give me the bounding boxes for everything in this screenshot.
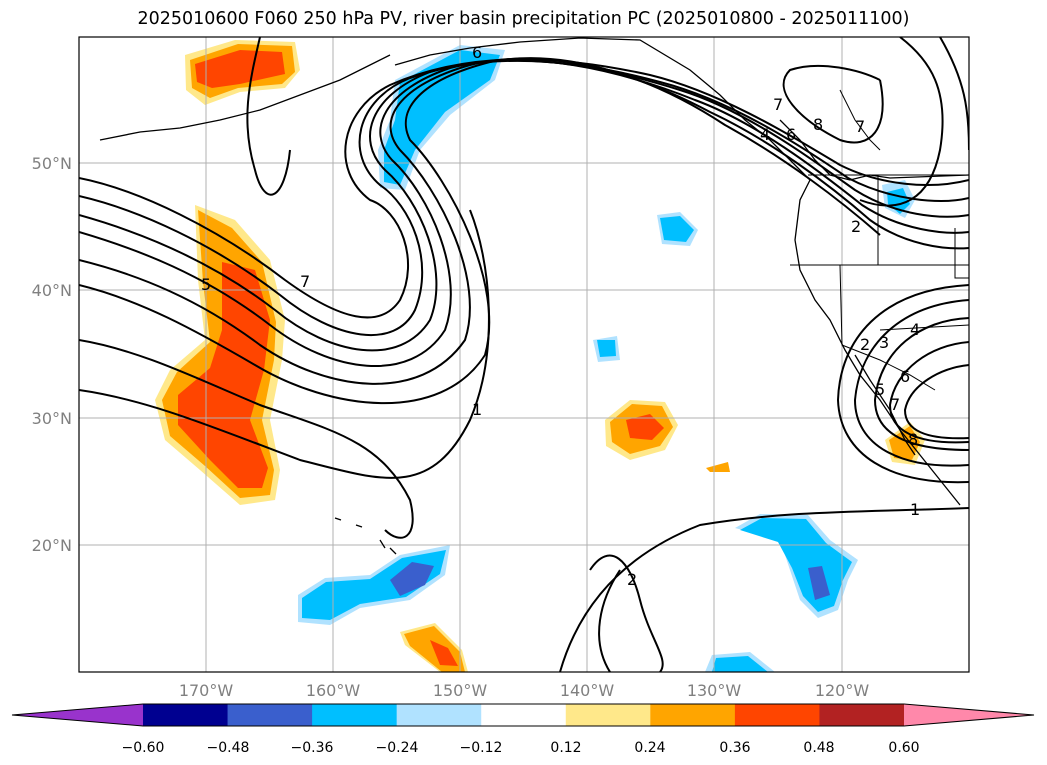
longitude-labels: 170°W 160°W 150°W 140°W 130°W 120°W — [179, 681, 870, 700]
colorbar-tick-label: 0.24 — [634, 740, 665, 756]
pv-contour-label: 4 — [910, 320, 920, 339]
pv-contour-label: 8 — [813, 115, 823, 134]
colorbar-segment — [396, 704, 482, 726]
colorbar-tick-label: −0.12 — [460, 740, 503, 756]
pv-contour-label: 7 — [773, 95, 783, 114]
map-frame — [78, 36, 970, 673]
precip-patch-negative — [597, 340, 616, 357]
longitude-label: 150°W — [433, 681, 488, 700]
longitude-label: 140°W — [560, 681, 615, 700]
longitude-label: 170°W — [179, 681, 234, 700]
pv-contour-label: 4 — [760, 125, 770, 144]
colorbar-extend-low — [12, 704, 143, 726]
latitude-label: 20°N — [32, 536, 72, 555]
pv-contour-label: 7 — [855, 117, 865, 136]
colorbar-tick-label: 0.60 — [888, 740, 919, 756]
colorbar-segment — [819, 704, 905, 726]
colorbar-segment — [565, 704, 651, 726]
colorbar-extend-high — [904, 704, 1034, 726]
pv-contour-label: 2 — [627, 570, 637, 589]
colorbar-tick-labels: −0.60 −0.48 −0.36 −0.24 −0.12 0.12 0.24 … — [122, 740, 920, 756]
pv-contour-label: 2 — [860, 335, 870, 354]
plot-title: 2025010600 F060 250 hPa PV, river basin … — [137, 9, 910, 29]
precip-patch-positive — [430, 640, 458, 666]
colorbar-tick-label: 0.48 — [803, 740, 834, 756]
colorbar-segment — [734, 704, 820, 726]
pv-contour-label: 5 — [875, 380, 885, 399]
latitude-labels: 20°N 30°N 40°N 50°N — [32, 154, 72, 555]
pv-contour-label: 6 — [786, 125, 796, 144]
pv-contour-label: 1 — [910, 500, 920, 519]
colorbar-segments — [11, 703, 1035, 727]
pv-contour-label: 6 — [900, 367, 910, 386]
precip-patch-positive — [195, 50, 285, 88]
colorbar-segment — [481, 704, 567, 726]
longitude-label: 130°W — [687, 681, 742, 700]
pv-contour-label: 2 — [851, 217, 861, 236]
precip-patch-negative — [390, 562, 434, 596]
colorbar: −0.60 −0.48 −0.36 −0.24 −0.12 0.12 0.24 … — [11, 703, 1035, 756]
colorbar-outline — [11, 703, 1035, 727]
pv-contour-label: 7 — [300, 272, 310, 291]
precip-patch-positive — [706, 462, 730, 472]
precip-patch-negative — [384, 50, 500, 185]
precip-patch-negative — [808, 566, 830, 600]
pv-contour-label: 7 — [890, 395, 900, 414]
pv-contour-label: 6 — [472, 43, 482, 62]
colorbar-segment — [227, 704, 313, 726]
precip-shading — [155, 40, 925, 672]
colorbar-tick-label: −0.60 — [122, 740, 165, 756]
colorbar-segment — [143, 704, 229, 726]
pv-contour-labels: 6 7 8 7 6 4 2 5 7 1 1 2 2 3 4 5 6 7 8 — [201, 43, 920, 589]
gridlines — [79, 37, 969, 672]
colorbar-segment — [650, 704, 736, 726]
precip-patch-negative — [740, 518, 852, 612]
pv-contour-label: 5 — [201, 275, 211, 294]
pv-contour-label: 8 — [908, 430, 918, 449]
pv-contours — [79, 37, 969, 672]
colorbar-tick-label: 0.12 — [550, 740, 581, 756]
precip-patch-positive — [626, 414, 664, 440]
colorbar-tick-label: −0.48 — [207, 740, 250, 756]
latitude-label: 30°N — [32, 409, 72, 428]
precip-patch-negative — [660, 216, 694, 242]
colorbar-tick-label: 0.36 — [719, 740, 750, 756]
colorbar-segment — [312, 704, 398, 726]
precip-patch-positive — [178, 262, 270, 488]
longitude-label: 160°W — [306, 681, 361, 700]
colorbar-tick-label: −0.36 — [291, 740, 334, 756]
colorbar-tick-label: −0.24 — [376, 740, 419, 756]
pv-contour-label: 1 — [472, 400, 482, 419]
longitude-label: 120°W — [815, 681, 870, 700]
latitude-label: 50°N — [32, 154, 72, 173]
latitude-label: 40°N — [32, 281, 72, 300]
precip-patch-negative — [712, 656, 768, 672]
pv-contour-label: 3 — [879, 333, 889, 352]
